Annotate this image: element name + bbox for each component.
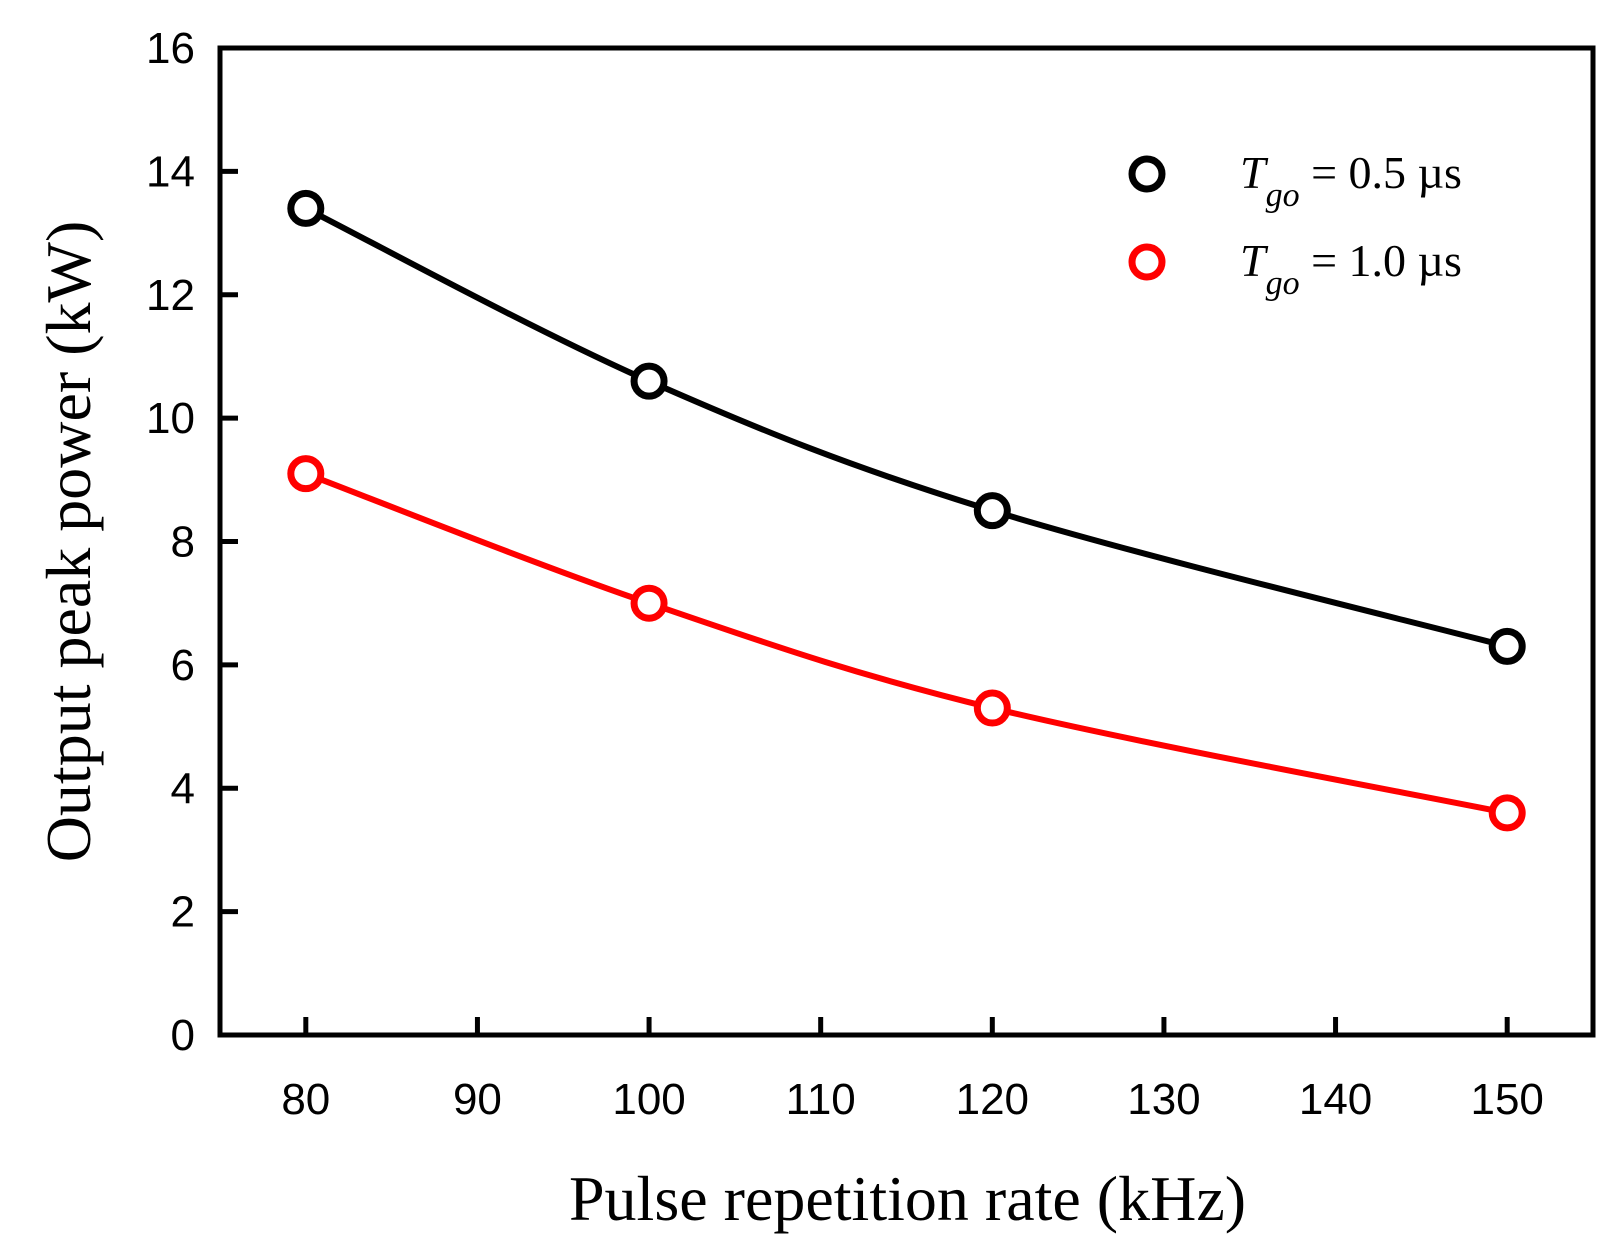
- legend-label-main: T: [1240, 235, 1269, 286]
- x-axis-title: Pulse repetition rate (kHz): [569, 1163, 1246, 1234]
- x-axis: 80 90 100 110 120 130 140 150: [281, 1017, 1544, 1124]
- series-markers: [287, 189, 1526, 832]
- x-tick-label: 130: [1127, 1075, 1200, 1124]
- y-tick-label: 16: [146, 24, 195, 73]
- y-tick-label: 8: [171, 518, 195, 567]
- y-tick-label: 2: [171, 888, 195, 937]
- series-1-point: [630, 362, 668, 400]
- series-curves: [304, 205, 1508, 816]
- x-tick-label: 90: [453, 1075, 502, 1124]
- y-tick-label: 6: [171, 641, 195, 690]
- series-2-point: [630, 584, 668, 622]
- x-tick-label: 80: [281, 1075, 330, 1124]
- legend-label-rest: = 0.5 µs: [1300, 147, 1462, 198]
- series-1-point: [287, 189, 325, 227]
- legend-marker-2: [1128, 243, 1166, 281]
- x-tick-label: 110: [786, 1075, 856, 1124]
- legend-label-sub: go: [1266, 177, 1300, 214]
- series-2-point: [287, 455, 325, 493]
- series-1-point: [1488, 627, 1526, 665]
- legend-label-2: Tgo = 1.0 µs: [1240, 235, 1462, 302]
- series-1-line: [304, 205, 1508, 650]
- y-tick-label: 0: [171, 1011, 195, 1060]
- series-2-point: [973, 689, 1011, 727]
- series-2-point: [1488, 794, 1526, 832]
- x-tick-label: 100: [612, 1075, 685, 1124]
- y-tick-label: 14: [146, 147, 195, 196]
- legend-label-1: Tgo = 0.5 µs: [1240, 147, 1462, 214]
- x-tick-label: 140: [1299, 1075, 1372, 1124]
- x-tick-label: 120: [956, 1075, 1029, 1124]
- series-1-point: [973, 492, 1011, 530]
- y-axis: 0 2 4 6 8 10 12 14 16: [146, 24, 238, 1060]
- y-tick-label: 4: [171, 764, 195, 813]
- series-2-line: [304, 470, 1508, 816]
- legend-label-main: T: [1240, 147, 1269, 198]
- y-axis-title: Output peak power (kW): [33, 221, 104, 863]
- y-tick-label: 12: [146, 271, 195, 320]
- x-tick-label: 150: [1470, 1075, 1543, 1124]
- y-tick-label: 10: [146, 394, 195, 443]
- legend-label-sub: go: [1266, 265, 1300, 302]
- legend-marker-1: [1128, 155, 1166, 193]
- legend-label-rest: = 1.0 µs: [1300, 235, 1462, 286]
